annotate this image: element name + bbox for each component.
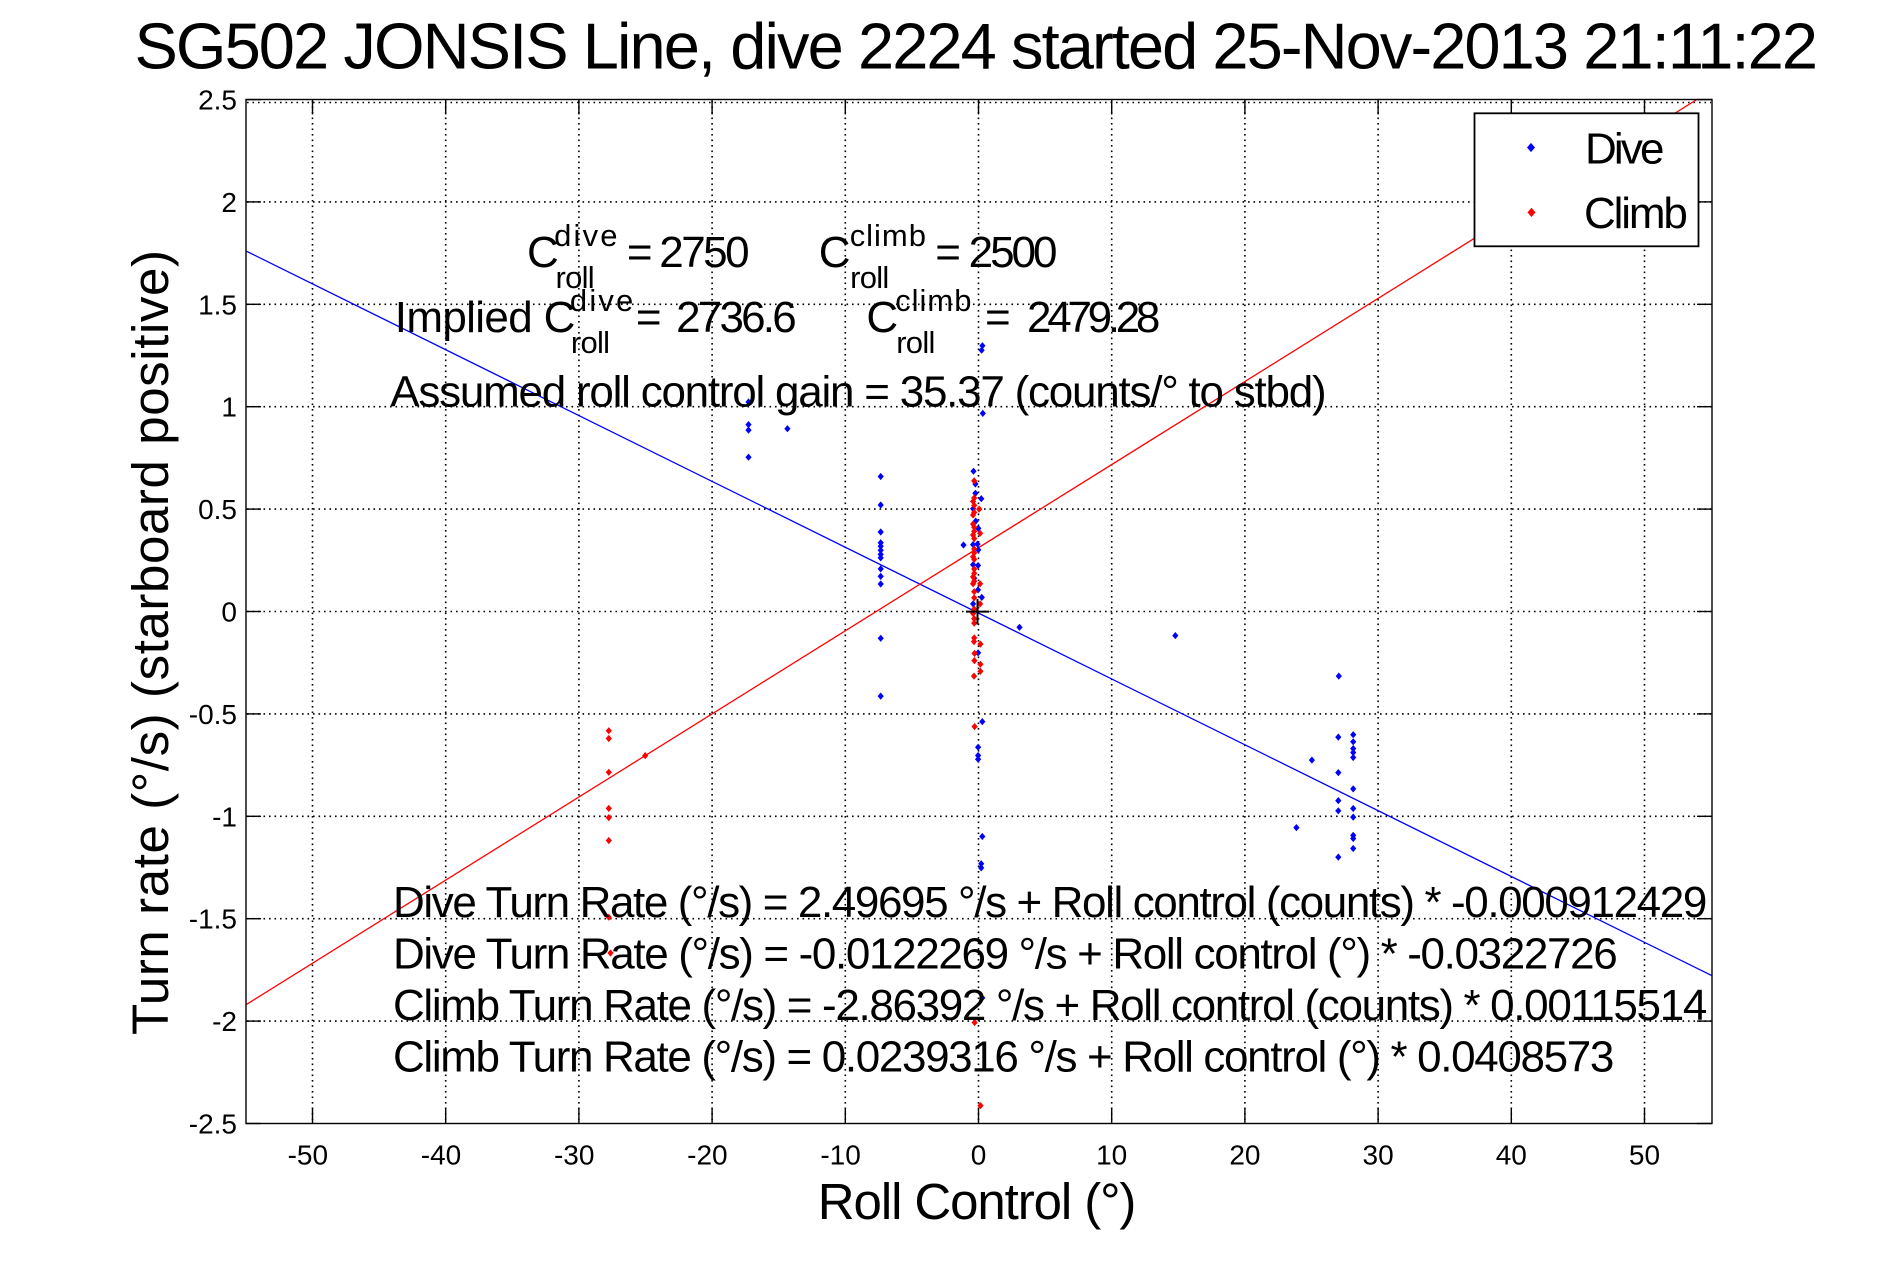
svg-text:-10: -10 bbox=[820, 1140, 860, 1171]
svg-text:Climb: Climb bbox=[1584, 189, 1688, 238]
svg-text:1: 1 bbox=[221, 392, 237, 423]
svg-text:-0.5: -0.5 bbox=[189, 699, 237, 730]
svg-text:1.5: 1.5 bbox=[198, 289, 237, 320]
svg-text:C: C bbox=[866, 293, 898, 342]
svg-text:=: = bbox=[636, 293, 662, 342]
svg-text:-2: -2 bbox=[212, 1006, 237, 1037]
svg-text:roll: roll bbox=[850, 260, 889, 295]
svg-text:-40: -40 bbox=[421, 1140, 461, 1171]
svg-text:-1.5: -1.5 bbox=[189, 904, 237, 935]
svg-text:-1: -1 bbox=[212, 801, 237, 832]
svg-text:50: 50 bbox=[1629, 1140, 1660, 1171]
svg-text:C: C bbox=[819, 228, 851, 277]
svg-text:Assumed roll control gain = 35: Assumed roll control gain = 35.37 (count… bbox=[390, 367, 1326, 416]
svg-text:Dive: Dive bbox=[1585, 124, 1665, 173]
svg-text:40: 40 bbox=[1496, 1140, 1527, 1171]
svg-text:Dive Turn Rate (°/s) = -0.0122: Dive Turn Rate (°/s) = -0.0122269 °/s + … bbox=[393, 930, 1618, 979]
svg-text:Climb Turn Rate (°/s) = -2.863: Climb Turn Rate (°/s) = -2.86392 °/s + R… bbox=[393, 981, 1707, 1030]
svg-text:=: = bbox=[627, 228, 653, 277]
svg-text:dive: dive bbox=[570, 283, 633, 318]
svg-text:Roll Control (°): Roll Control (°) bbox=[818, 1173, 1137, 1230]
svg-text:2500: 2500 bbox=[969, 228, 1058, 277]
svg-text:-30: -30 bbox=[554, 1140, 594, 1171]
svg-text:SG502 JONSIS Line, dive 2224 s: SG502 JONSIS Line, dive 2224 started 25-… bbox=[135, 10, 1819, 83]
svg-text:roll: roll bbox=[571, 325, 610, 360]
svg-text:2736.6: 2736.6 bbox=[676, 293, 797, 342]
svg-text:roll: roll bbox=[556, 260, 595, 295]
svg-text:0: 0 bbox=[971, 1140, 987, 1171]
svg-text:20: 20 bbox=[1229, 1140, 1260, 1171]
svg-text:Turn rate (°/s) (starboard pos: Turn rate (°/s) (starboard positive) bbox=[122, 250, 179, 1035]
svg-text:2750: 2750 bbox=[659, 228, 749, 277]
svg-text:climb: climb bbox=[895, 283, 971, 318]
svg-text:-20: -20 bbox=[687, 1140, 727, 1171]
svg-text:0.5: 0.5 bbox=[198, 494, 237, 525]
svg-text:climb: climb bbox=[850, 218, 926, 253]
svg-text:-50: -50 bbox=[288, 1140, 328, 1171]
svg-text:C: C bbox=[527, 228, 559, 277]
svg-text:0: 0 bbox=[221, 597, 237, 628]
svg-text:2479.28: 2479.28 bbox=[1027, 293, 1160, 342]
svg-text:dive: dive bbox=[554, 218, 617, 253]
svg-text:=: = bbox=[985, 293, 1011, 342]
svg-text:roll: roll bbox=[896, 325, 935, 360]
svg-text:10: 10 bbox=[1096, 1140, 1127, 1171]
svg-text:=: = bbox=[935, 228, 961, 277]
svg-text:30: 30 bbox=[1363, 1140, 1394, 1171]
svg-text:Climb Turn Rate (°/s) = 0.0239: Climb Turn Rate (°/s) = 0.0239316 °/s + … bbox=[393, 1033, 1614, 1082]
svg-text:Dive Turn Rate (°/s) = 2.49695: Dive Turn Rate (°/s) = 2.49695 °/s + Rol… bbox=[393, 878, 1707, 927]
svg-text:Implied C: Implied C bbox=[395, 293, 576, 342]
svg-text:2: 2 bbox=[221, 187, 237, 218]
svg-text:2.5: 2.5 bbox=[198, 85, 237, 116]
svg-text:-2.5: -2.5 bbox=[189, 1109, 237, 1140]
